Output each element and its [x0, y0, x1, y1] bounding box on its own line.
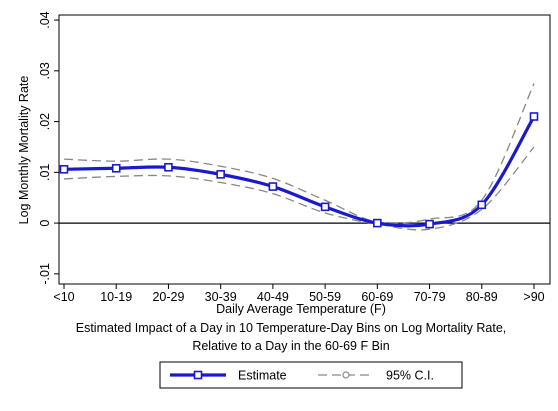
y-tick-label: .04 [38, 11, 52, 28]
estimate-point [59, 164, 69, 174]
estimate-point [373, 218, 382, 228]
legend-estimate-marker [193, 370, 203, 380]
legend-ci-label: 95% C.I. [386, 369, 434, 383]
legend-estimate-label: Estimate [238, 369, 287, 383]
y-tick-label: .01 [38, 164, 52, 181]
legend: Estimate 95% C.I. [159, 361, 463, 389]
x-tick-label: 20-29 [152, 290, 184, 304]
legend-ci-marker [342, 371, 350, 379]
y-tick-label: .02 [38, 113, 52, 130]
estimate-point [216, 170, 225, 179]
estimate-line [63, 115, 536, 228]
x-tick-label: >90 [523, 290, 544, 304]
x-axis-label: Daily Average Temperature (F) [216, 302, 386, 316]
estimate-point [268, 182, 278, 191]
axes-layer: -.01 0 .01 .02 .03 .04 <10 10-19 20-29 30-39 40-49… [38, 11, 545, 304]
plot-area-frame [58, 14, 551, 285]
y-axis-label: Log Monthly Mortality Rate [17, 76, 31, 225]
x-tick-label: 60-69 [361, 290, 393, 304]
estimate-point [164, 162, 173, 172]
chart-subtitle: Relative to a Day in the 60-69 F Bin [192, 339, 389, 353]
ci-upper-line [63, 83, 535, 225]
ci-lower-line [63, 146, 535, 231]
x-tick-label: 50-59 [309, 290, 341, 304]
chart-title: Estimated Impact of a Day in 10 Temperat… [76, 321, 507, 335]
estimate-point [320, 202, 330, 212]
x-tick-label: <10 [53, 290, 74, 304]
y-tick-label: -.01 [38, 263, 52, 285]
estimate-point [529, 112, 539, 121]
x-tick-label: 40-49 [257, 290, 289, 304]
estimate-point [111, 163, 121, 173]
x-tick-label: 10-19 [100, 290, 132, 304]
estimate-point [477, 200, 487, 210]
x-tick-label: 80-89 [466, 290, 498, 304]
estimate-point [425, 219, 434, 229]
x-tick-label: 70-79 [414, 290, 446, 304]
y-tick-label: .03 [38, 62, 52, 79]
y-tick-label: 0 [38, 220, 52, 227]
plot-layer [59, 83, 550, 231]
x-tick-label: 30-39 [205, 290, 237, 304]
